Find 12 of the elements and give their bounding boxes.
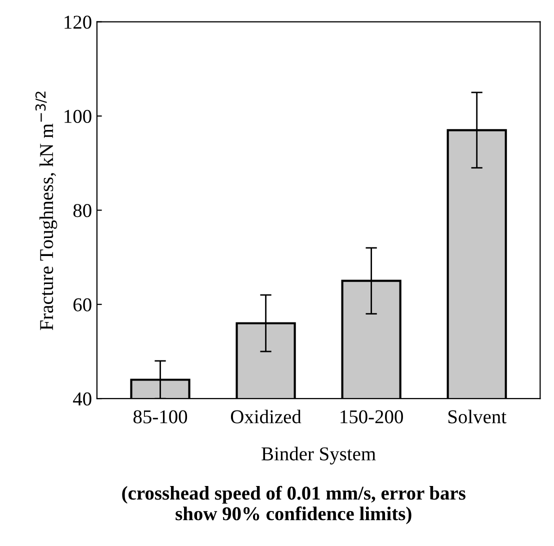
- x-tick-label: Oxidized: [230, 410, 302, 424]
- y-axis-title: Fracture Toughness, kN m$^{−3/2}$: [35, 92, 58, 330]
- x-tick-label: 85-100: [133, 410, 188, 424]
- text: (crosshead speed of 0.01 mm/s, error bars show 90% confidence limits): [122, 486, 466, 524]
- y-tick-label: 80: [73, 204, 92, 218]
- x-tick-label: Solvent: [448, 410, 506, 424]
- x-tick-label: 150-200: [340, 410, 403, 424]
- y-tick-label: 120: [64, 16, 92, 29]
- y-tick-label: 100: [64, 110, 92, 123]
- x-axis-title: Binder System: [262, 446, 376, 464]
- y-tick-label: 60: [73, 298, 92, 312]
- y-tick-label: 40: [73, 392, 92, 406]
